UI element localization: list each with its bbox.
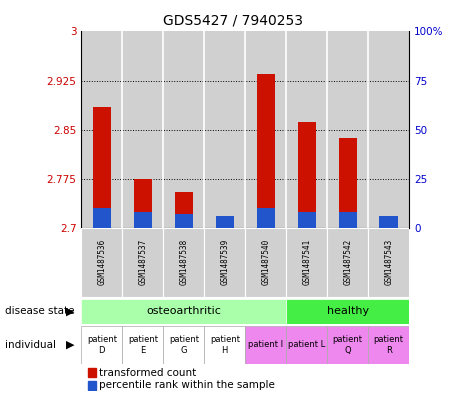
Bar [368, 228, 409, 297]
Bar [122, 326, 163, 364]
Bar [163, 228, 204, 297]
Text: ▶: ▶ [66, 307, 74, 316]
Bar [122, 31, 163, 228]
Text: disease state: disease state [5, 307, 74, 316]
Bar [216, 216, 234, 228]
Bar [93, 107, 111, 228]
Bar [88, 368, 96, 377]
Text: ▶: ▶ [66, 340, 74, 350]
Bar [368, 326, 409, 364]
Bar [81, 31, 122, 228]
Bar [81, 326, 122, 364]
Bar [216, 216, 234, 228]
Bar [163, 31, 204, 228]
Text: patient I: patient I [248, 340, 283, 349]
Text: GSM1487542: GSM1487542 [343, 239, 352, 285]
Bar [133, 179, 152, 228]
Text: transformed count: transformed count [100, 367, 197, 378]
Bar [327, 326, 368, 364]
Text: patient
D: patient D [87, 335, 117, 354]
Text: GSM1487540: GSM1487540 [261, 239, 270, 285]
Text: healthy: healthy [327, 307, 369, 316]
Bar [174, 192, 193, 228]
Bar [286, 228, 327, 297]
Text: percentile rank within the sample: percentile rank within the sample [100, 380, 275, 390]
Bar [163, 326, 204, 364]
Bar [298, 211, 316, 228]
Bar [174, 213, 193, 228]
Bar [204, 228, 246, 297]
Text: GSM1487543: GSM1487543 [384, 239, 393, 285]
Bar [327, 228, 368, 297]
Bar [286, 299, 409, 324]
Text: patient
H: patient H [210, 335, 240, 354]
Text: GDS5427 / 7940253: GDS5427 / 7940253 [162, 14, 303, 28]
Text: patient
E: patient E [128, 335, 158, 354]
Bar [204, 31, 245, 228]
Bar [368, 31, 409, 228]
Bar [286, 31, 327, 228]
Bar [339, 211, 357, 228]
Text: patient
G: patient G [169, 335, 199, 354]
Bar [246, 228, 286, 297]
Bar [257, 208, 275, 228]
Bar [93, 208, 111, 228]
Bar [327, 31, 368, 228]
Bar [339, 138, 357, 228]
Bar [286, 326, 327, 364]
Text: patient
R: patient R [374, 335, 404, 354]
Text: GSM1487539: GSM1487539 [220, 239, 229, 285]
Bar [122, 228, 163, 297]
Bar [204, 326, 246, 364]
Bar [257, 74, 275, 228]
Bar [81, 299, 286, 324]
Bar [88, 381, 96, 390]
Bar [298, 122, 316, 228]
Bar [246, 326, 286, 364]
Text: GSM1487537: GSM1487537 [139, 239, 147, 285]
Bar [133, 211, 152, 228]
Bar [246, 31, 286, 228]
Bar [81, 228, 122, 297]
Text: GSM1487536: GSM1487536 [97, 239, 106, 285]
Bar [379, 216, 398, 228]
Text: GSM1487541: GSM1487541 [302, 239, 311, 285]
Text: patient L: patient L [288, 340, 326, 349]
Text: osteoarthritic: osteoarthritic [146, 307, 221, 316]
Text: GSM1487538: GSM1487538 [179, 239, 188, 285]
Bar [379, 216, 398, 228]
Text: individual: individual [5, 340, 56, 350]
Text: patient
Q: patient Q [333, 335, 363, 354]
